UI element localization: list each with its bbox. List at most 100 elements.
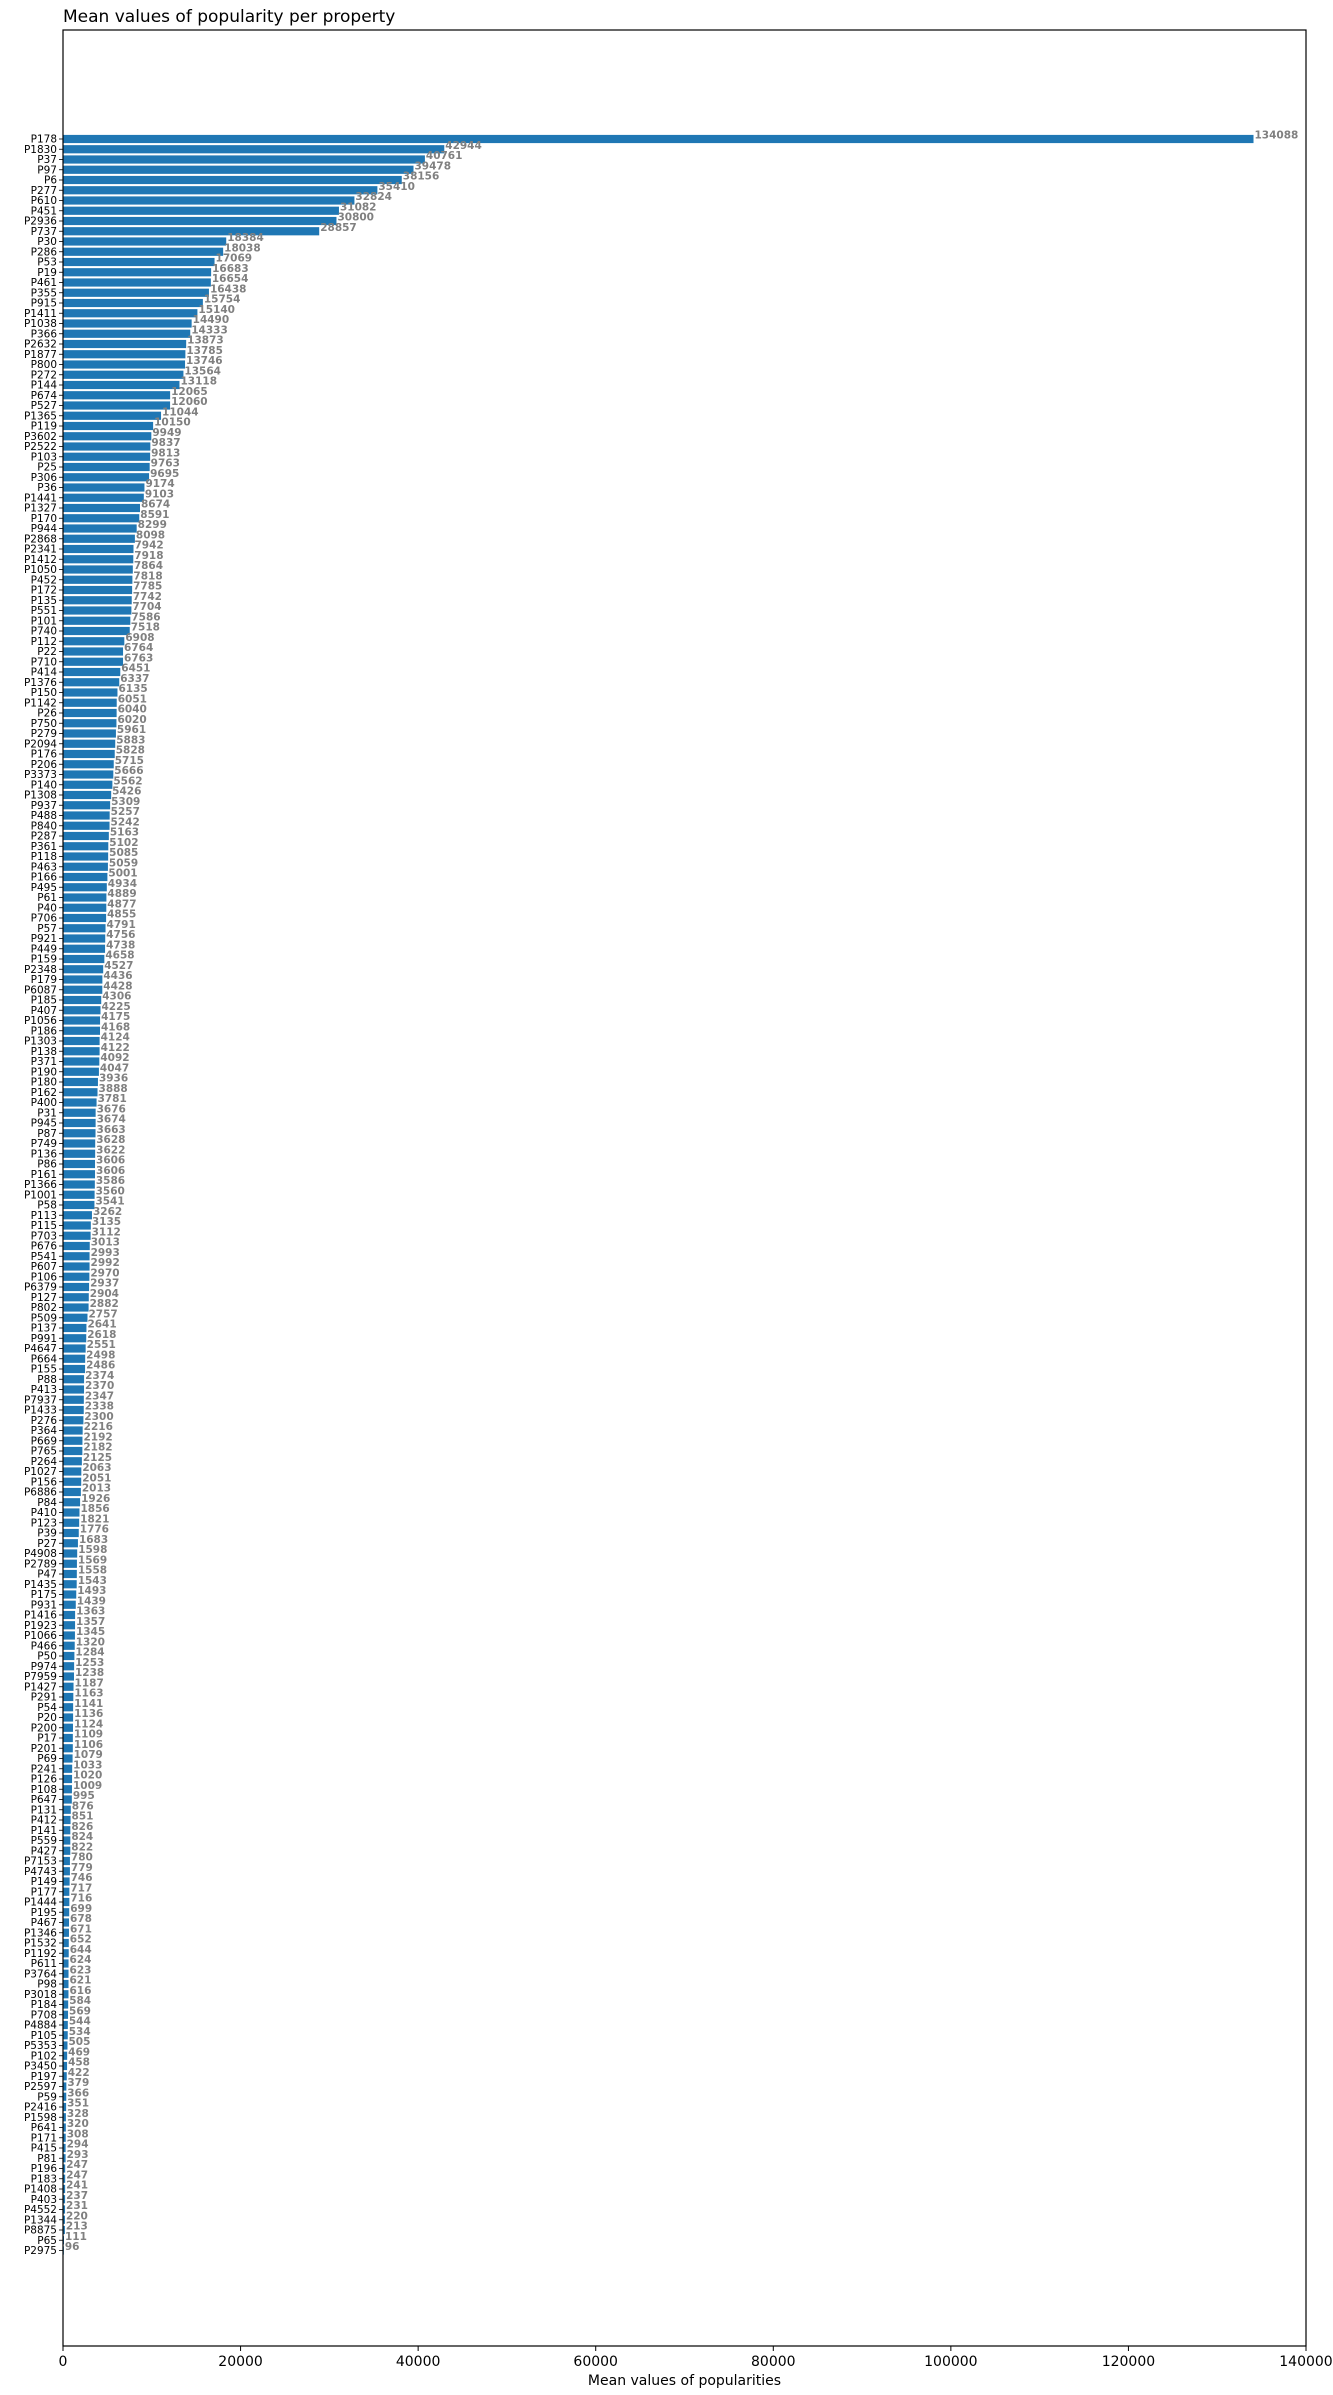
value-label-P6379: 2937	[90, 1278, 119, 1290]
y-tick-label-P3602: P3602	[24, 431, 57, 443]
y-tick-label-P1411: P1411	[24, 308, 57, 320]
y-tick-label-P102: P102	[31, 2050, 57, 2062]
value-label-P1366: 3586	[96, 1175, 125, 1187]
bar-P607	[63, 1262, 90, 1271]
y-tick-label-P4552: P4552	[24, 2204, 57, 2216]
value-label-P427: 822	[71, 1841, 93, 1853]
x-tick-label-100000: 100000	[924, 2354, 977, 2370]
y-tick-label-P2789: P2789	[24, 1558, 57, 1570]
y-tick-label-P175: P175	[31, 1589, 57, 1601]
bar-P30	[63, 237, 227, 246]
value-label-P22: 6764	[124, 642, 153, 654]
value-label-P7937: 2347	[85, 1390, 114, 1402]
y-tick-label-P945: P945	[31, 1118, 57, 1130]
y-tick-label-P541: P541	[31, 1251, 57, 1263]
value-label-P183: 247	[66, 2169, 88, 2181]
bar-P1441	[63, 493, 144, 502]
y-tick-label-P676: P676	[31, 1241, 58, 1253]
bar-P86	[63, 1159, 96, 1169]
bar-P57	[63, 924, 106, 933]
y-tick-label-P40: P40	[37, 902, 57, 914]
y-tick-label-P1416: P1416	[24, 1610, 57, 1622]
value-label-P2348: 4527	[104, 960, 133, 972]
value-label-P937: 5309	[111, 796, 140, 808]
bar-P915	[63, 298, 203, 308]
value-label-P184: 584	[69, 1995, 91, 2007]
bar-P1411	[63, 309, 198, 318]
y-tick-label-P1346: P1346	[24, 1927, 57, 1939]
value-label-P915: 15754	[204, 294, 241, 306]
value-label-P2632: 13873	[187, 335, 224, 347]
value-label-P2868: 8098	[136, 529, 165, 541]
value-label-P1877: 13785	[186, 345, 223, 357]
bar-P541	[63, 1252, 90, 1261]
y-tick-label-P4743: P4743	[24, 1866, 57, 1878]
y-tick-label-P703: P703	[31, 1230, 57, 1242]
bar-P306	[63, 473, 150, 482]
bar-P144	[63, 380, 180, 390]
bar-P1308	[63, 790, 112, 800]
y-tick-label-P1433: P1433	[24, 1405, 57, 1417]
value-label-P551: 7704	[132, 601, 161, 613]
y-tick-label-P2632: P2632	[24, 339, 57, 351]
value-label-P1344: 220	[66, 2210, 88, 2222]
value-label-P674: 12065	[171, 386, 208, 398]
y-tick-label-P272: P272	[31, 369, 57, 381]
value-label-P97: 39478	[415, 160, 452, 172]
y-tick-label-P1001: P1001	[24, 1189, 57, 1201]
bar-P3450	[63, 2061, 68, 2071]
bar-P1532	[63, 1938, 69, 1948]
x-tick-label-80000: 80000	[751, 2354, 796, 2370]
value-label-P2094: 5883	[116, 734, 145, 746]
bar-P1435	[63, 1580, 77, 1589]
bar-P4908	[63, 1549, 78, 1558]
bar-P3018	[63, 1990, 69, 1999]
value-label-P495: 4934	[108, 878, 137, 890]
y-tick-label-P306: P306	[31, 472, 58, 484]
value-label-P412: 851	[72, 1811, 94, 1823]
value-label-P527: 12060	[171, 396, 208, 408]
bar-P155	[63, 1364, 86, 1374]
bar-P2632	[63, 339, 187, 349]
value-label-P201: 1106	[74, 1739, 103, 1751]
bar-P61	[63, 893, 107, 902]
y-tick-label-P466: P466	[31, 1640, 58, 1652]
y-tick-label-P112: P112	[31, 636, 57, 648]
bar-P371	[63, 1057, 100, 1066]
y-tick-label-P1532: P1532	[24, 1938, 57, 1950]
bar-P112	[63, 637, 125, 646]
value-label-P37: 40761	[426, 150, 463, 162]
bar-P138	[63, 1047, 100, 1056]
value-label-P3373: 5666	[114, 765, 143, 777]
value-label-P7153: 780	[71, 1852, 93, 1864]
bar-P1366	[63, 1180, 95, 1189]
bar-P19	[63, 268, 212, 277]
y-tick-label-P241: P241	[31, 1763, 57, 1775]
value-label-P166: 5001	[108, 868, 137, 880]
y-tick-label-P131: P131	[31, 1804, 57, 1816]
value-label-P4908: 1598	[78, 1544, 107, 1556]
y-tick-label-P162: P162	[31, 1087, 57, 1099]
value-label-P88: 2374	[85, 1370, 114, 1382]
value-label-P641: 320	[67, 2118, 89, 2130]
y-tick-label-P669: P669	[31, 1435, 57, 1447]
value-label-P30: 18384	[227, 232, 264, 244]
value-label-P1038: 14490	[193, 314, 230, 326]
value-label-P1027: 2063	[82, 1462, 111, 1474]
value-label-P840: 5242	[111, 816, 140, 828]
value-label-P131: 876	[72, 1800, 94, 1812]
value-label-P59: 366	[67, 2087, 89, 2099]
value-label-P403: 237	[66, 2190, 88, 2202]
bar-P141	[63, 1826, 71, 1835]
y-tick-label-P2936: P2936	[24, 216, 57, 228]
bar-P2094	[63, 739, 116, 748]
y-tick-label-P184: P184	[31, 1999, 58, 2011]
bar-P162	[63, 1088, 98, 1097]
y-tick-label-P50: P50	[37, 1651, 57, 1663]
value-label-P669: 2192	[83, 1431, 112, 1443]
bar-P415	[63, 2143, 66, 2153]
bar-P54	[63, 1703, 74, 1712]
value-label-P39: 1776	[80, 1524, 109, 1536]
y-tick-label-P264: P264	[31, 1456, 58, 1468]
value-label-P4743: 779	[71, 1862, 93, 1874]
